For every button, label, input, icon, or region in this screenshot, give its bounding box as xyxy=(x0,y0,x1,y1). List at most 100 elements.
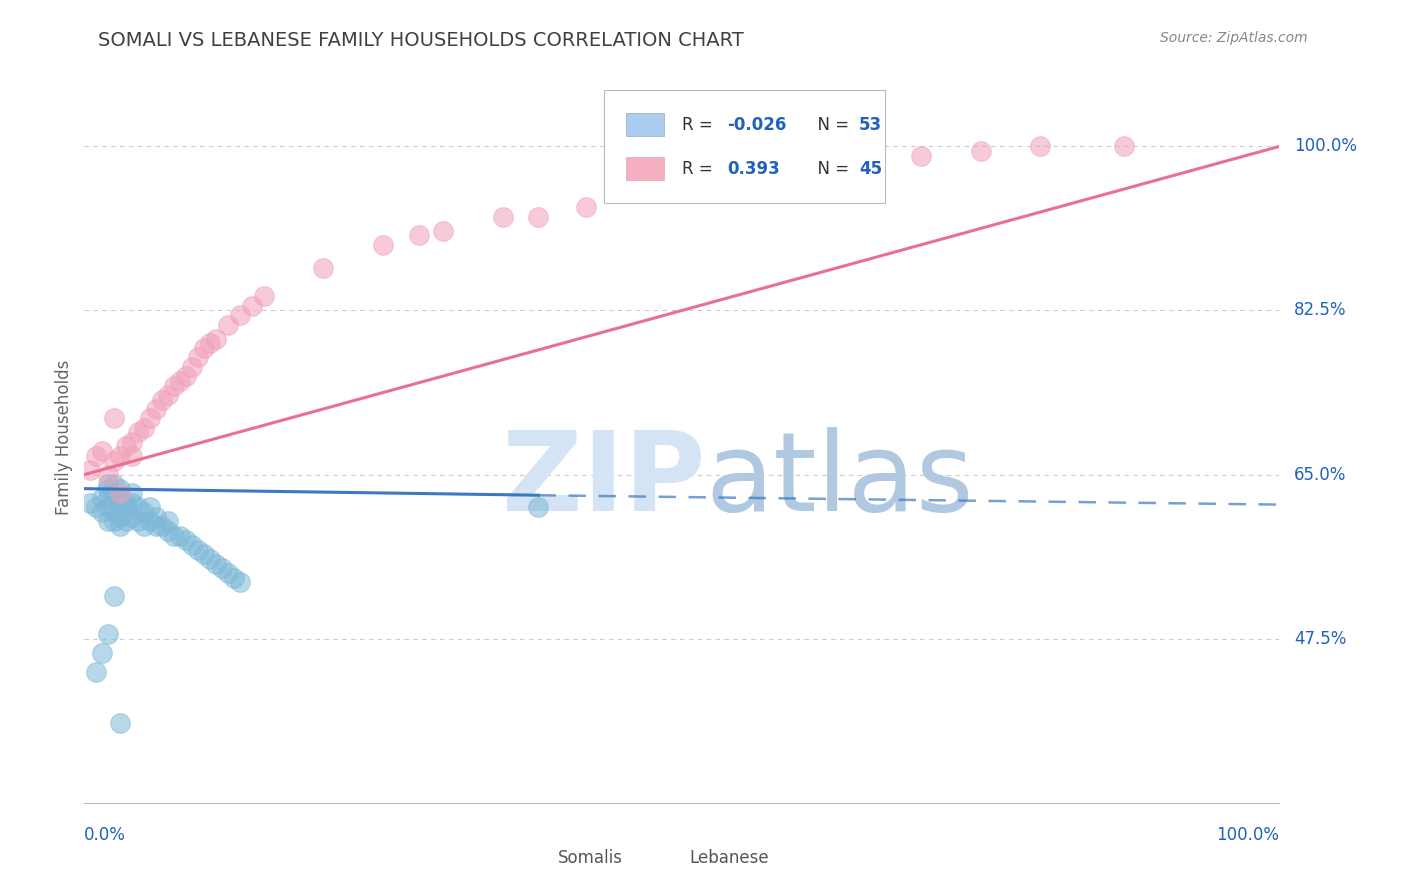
Point xyxy=(174,533,197,548)
Text: SOMALI VS LEBANESE FAMILY HOUSEHOLDS CORRELATION CHART: SOMALI VS LEBANESE FAMILY HOUSEHOLDS COR… xyxy=(98,31,744,50)
Point xyxy=(115,515,138,529)
Text: R =: R = xyxy=(682,116,718,134)
Text: 53: 53 xyxy=(859,116,882,134)
Point xyxy=(163,528,186,542)
Point xyxy=(97,515,120,529)
Point xyxy=(132,420,156,434)
Point xyxy=(86,449,108,463)
Point xyxy=(1029,139,1052,153)
Point xyxy=(198,552,221,566)
Point xyxy=(169,528,191,542)
Text: 100.0%: 100.0% xyxy=(1216,826,1279,844)
Point xyxy=(97,467,120,482)
Point xyxy=(103,453,125,467)
Point xyxy=(103,515,125,529)
Point xyxy=(163,378,186,392)
Point xyxy=(127,425,149,440)
Point xyxy=(253,289,276,303)
Point xyxy=(86,665,108,679)
Point xyxy=(970,144,993,158)
Text: 0.393: 0.393 xyxy=(727,160,780,178)
Bar xyxy=(626,113,664,136)
Point xyxy=(110,491,132,505)
Point xyxy=(103,411,125,425)
Bar xyxy=(647,849,682,871)
Point xyxy=(139,411,162,425)
Y-axis label: Family Households: Family Households xyxy=(55,359,73,515)
Point xyxy=(169,374,191,388)
Point xyxy=(150,392,173,407)
Point xyxy=(110,486,132,500)
Point xyxy=(157,524,180,538)
Point xyxy=(103,505,125,519)
Point xyxy=(121,509,143,524)
Text: -0.026: -0.026 xyxy=(727,116,787,134)
Point xyxy=(97,477,120,491)
Point xyxy=(103,477,125,491)
Point xyxy=(205,332,228,346)
Text: N =: N = xyxy=(807,160,855,178)
Text: 65.0%: 65.0% xyxy=(1294,466,1346,483)
Point xyxy=(97,482,120,496)
Point xyxy=(187,351,209,365)
Point xyxy=(205,557,228,571)
Text: ZIP: ZIP xyxy=(502,427,706,534)
Point xyxy=(91,505,114,519)
Text: Lebanese: Lebanese xyxy=(689,848,769,867)
FancyBboxPatch shape xyxy=(605,90,886,203)
Point xyxy=(851,153,873,168)
Point xyxy=(121,486,143,500)
Point xyxy=(110,500,132,515)
Bar xyxy=(626,157,664,180)
Point xyxy=(150,519,173,533)
Point xyxy=(121,449,143,463)
Point xyxy=(145,519,167,533)
Point xyxy=(86,500,108,515)
Point xyxy=(229,308,252,322)
Bar xyxy=(515,849,551,871)
Point xyxy=(373,237,395,252)
Point xyxy=(492,210,515,224)
Point xyxy=(97,627,120,641)
Point xyxy=(790,162,813,177)
Point xyxy=(527,500,550,515)
Point xyxy=(103,491,125,505)
Text: Source: ZipAtlas.com: Source: ZipAtlas.com xyxy=(1160,31,1308,45)
Point xyxy=(174,369,197,384)
Point xyxy=(181,359,204,374)
Point xyxy=(145,509,167,524)
Point xyxy=(217,566,239,580)
Point xyxy=(408,228,430,243)
Point xyxy=(731,172,754,186)
Point xyxy=(157,515,180,529)
Point xyxy=(121,496,143,510)
Point xyxy=(79,496,101,510)
Point xyxy=(229,575,252,590)
Text: 0.0%: 0.0% xyxy=(84,826,127,844)
Point xyxy=(240,299,263,313)
Point xyxy=(110,509,132,524)
Point xyxy=(127,500,149,515)
Point xyxy=(193,341,215,355)
Text: N =: N = xyxy=(807,116,855,134)
Point xyxy=(432,224,454,238)
Point xyxy=(198,336,221,351)
Text: atlas: atlas xyxy=(706,427,974,534)
Point xyxy=(127,515,149,529)
Point xyxy=(766,168,789,182)
Text: 45: 45 xyxy=(859,160,882,178)
Point xyxy=(115,496,138,510)
Point xyxy=(312,261,335,276)
Point xyxy=(103,590,125,604)
Point xyxy=(121,434,143,449)
Point xyxy=(110,716,132,731)
Point xyxy=(139,500,162,515)
Point xyxy=(527,210,550,224)
Point xyxy=(217,318,239,332)
Point xyxy=(575,200,598,214)
Text: Somalis: Somalis xyxy=(558,848,623,867)
Point xyxy=(79,463,101,477)
Point xyxy=(115,500,138,515)
Point xyxy=(193,547,215,561)
Point xyxy=(132,505,156,519)
